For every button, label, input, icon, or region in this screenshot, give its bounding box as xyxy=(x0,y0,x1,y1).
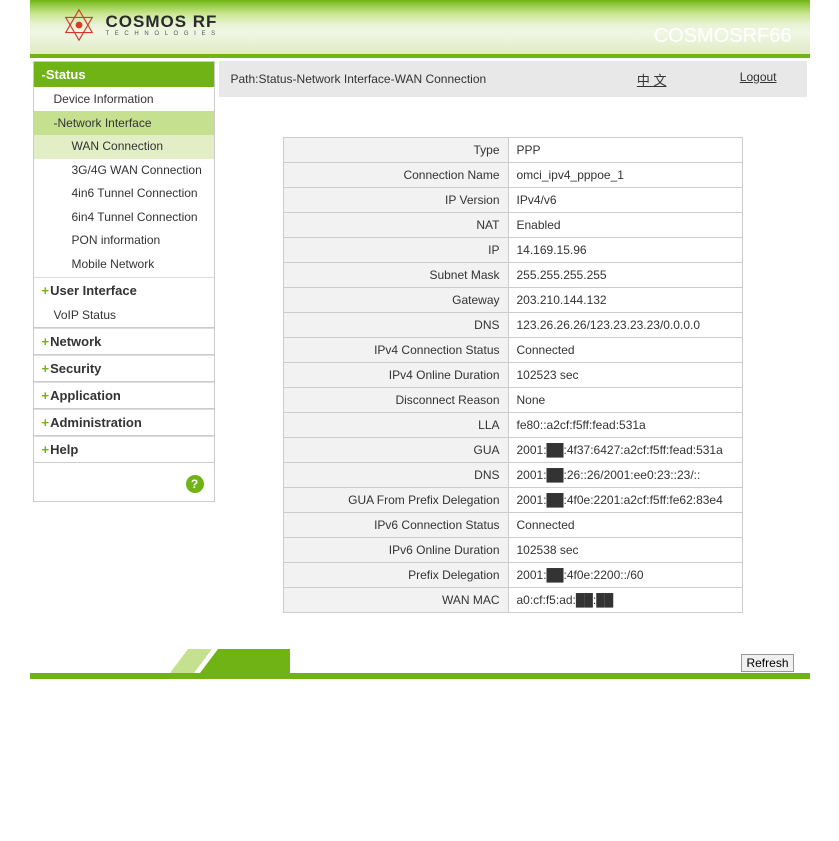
content: Path:Status-Network Interface-WAN Connec… xyxy=(219,61,807,643)
row-label: GUA xyxy=(283,438,508,463)
table-row: IPv4 Online Duration102523 sec xyxy=(283,363,742,388)
row-label: Prefix Delegation xyxy=(283,563,508,588)
table-row: Gateway203.210.144.132 xyxy=(283,288,742,313)
nav-device-information[interactable]: Device Information xyxy=(34,87,214,111)
row-label: NAT xyxy=(283,213,508,238)
table-row: WAN MACa0:cf:f5:ad:██:██ xyxy=(283,588,742,613)
row-value: 2001:██:4f0e:2200::/60 xyxy=(508,563,742,588)
nav-voip-status[interactable]: VoIP Status xyxy=(34,303,214,327)
table-row: DNS123.26.26.26/123.23.23.23/0.0.0.0 xyxy=(283,313,742,338)
row-label: IP Version xyxy=(283,188,508,213)
breadcrumb: Path:Status-Network Interface-WAN Connec… xyxy=(231,72,487,86)
device-model: COSMOSRF66 xyxy=(654,25,792,48)
row-value: 123.26.26.26/123.23.23.23/0.0.0.0 xyxy=(508,313,742,338)
nav-wan-connection[interactable]: WAN Connection xyxy=(34,135,214,159)
table-row: GUA From Prefix Delegation2001:██:4f0e:2… xyxy=(283,488,742,513)
row-label: DNS xyxy=(283,313,508,338)
sidebar: -Status Device Information -Network Inte… xyxy=(33,61,215,643)
row-value: 102523 sec xyxy=(508,363,742,388)
table-row: GUA2001:██:4f37:6427:a2cf:f5ff:fead:531a xyxy=(283,438,742,463)
row-value: omci_ipv4_pppoe_1 xyxy=(508,163,742,188)
row-value: Enabled xyxy=(508,213,742,238)
nav-status[interactable]: -Status xyxy=(34,62,214,87)
table-row: LLAfe80::a2cf:f5ff:fead:531a xyxy=(283,413,742,438)
nav-4in6-tunnel[interactable]: 4in6 Tunnel Connection xyxy=(34,182,214,206)
breadcrumb-bar: Path:Status-Network Interface-WAN Connec… xyxy=(219,61,807,97)
row-label: WAN MAC xyxy=(283,588,508,613)
nav-pon-info[interactable]: PON information xyxy=(34,229,214,253)
table-row: IPv6 Connection StatusConnected xyxy=(283,513,742,538)
row-value: 255.255.255.255 xyxy=(508,263,742,288)
nav-administration[interactable]: +Administration xyxy=(34,409,214,435)
table-row: TypePPP xyxy=(283,138,742,163)
row-value: 14.169.15.96 xyxy=(508,238,742,263)
nav-security[interactable]: +Security xyxy=(34,355,214,381)
row-value: 102538 sec xyxy=(508,538,742,563)
row-label: IPv6 Online Duration xyxy=(283,538,508,563)
help-icon[interactable]: ? xyxy=(186,475,204,493)
table-row: IPv4 Connection StatusConnected xyxy=(283,338,742,363)
nav-network-interface[interactable]: -Network Interface xyxy=(34,111,214,135)
row-value: a0:cf:f5:ad:██:██ xyxy=(508,588,742,613)
row-value: 2001:██:4f0e:2201:a2cf:f5ff:fe62:83e4 xyxy=(508,488,742,513)
row-value: IPv4/v6 xyxy=(508,188,742,213)
header-banner: COSMOS RF T E C H N O L O G I E S COSMOS… xyxy=(30,0,810,58)
logout-link[interactable]: Logout xyxy=(740,70,777,84)
footer-stripe xyxy=(30,649,810,673)
row-label: IPv4 Online Duration xyxy=(283,363,508,388)
row-value: None xyxy=(508,388,742,413)
row-value: 2001:██:4f37:6427:a2cf:f5ff:fead:531a xyxy=(508,438,742,463)
table-row: Disconnect ReasonNone xyxy=(283,388,742,413)
row-value: fe80::a2cf:f5ff:fead:531a xyxy=(508,413,742,438)
row-label: Connection Name xyxy=(283,163,508,188)
row-value: Connected xyxy=(508,513,742,538)
table-row: IP VersionIPv4/v6 xyxy=(283,188,742,213)
table-row: NATEnabled xyxy=(283,213,742,238)
table-row: DNS2001:██:26::26/2001:ee0:23::23/:: xyxy=(283,463,742,488)
row-label: LLA xyxy=(283,413,508,438)
row-label: IPv6 Connection Status xyxy=(283,513,508,538)
row-label: IPv4 Connection Status xyxy=(283,338,508,363)
table-row: Subnet Mask255.255.255.255 xyxy=(283,263,742,288)
logo-icon xyxy=(60,6,98,44)
table-row: Prefix Delegation2001:██:4f0e:2200::/60 xyxy=(283,563,742,588)
row-label: Type xyxy=(283,138,508,163)
row-label: IP xyxy=(283,238,508,263)
table-row: Connection Nameomci_ipv4_pppoe_1 xyxy=(283,163,742,188)
nav-help[interactable]: +Help xyxy=(34,436,214,462)
refresh-button[interactable]: Refresh xyxy=(741,654,793,672)
row-label: DNS xyxy=(283,463,508,488)
brand-tagline: T E C H N O L O G I E S xyxy=(106,31,218,37)
nav-6in4-tunnel[interactable]: 6in4 Tunnel Connection xyxy=(34,206,214,230)
row-value: 2001:██:26::26/2001:ee0:23::23/:: xyxy=(508,463,742,488)
row-label: Subnet Mask xyxy=(283,263,508,288)
nav-network[interactable]: +Network xyxy=(34,328,214,354)
wan-info-table: TypePPPConnection Nameomci_ipv4_pppoe_1I… xyxy=(283,137,743,613)
table-row: IP14.169.15.96 xyxy=(283,238,742,263)
nav-3g4g-wan[interactable]: 3G/4G WAN Connection xyxy=(34,159,214,183)
footer: Refresh xyxy=(30,653,810,679)
language-link[interactable]: 中 文 xyxy=(637,70,667,89)
brand-name: COSMOS RF xyxy=(106,13,218,30)
row-value: PPP xyxy=(508,138,742,163)
row-label: Disconnect Reason xyxy=(283,388,508,413)
row-value: 203.210.144.132 xyxy=(508,288,742,313)
nav-user-interface[interactable]: +User Interface xyxy=(34,277,214,303)
nav-application[interactable]: +Application xyxy=(34,382,214,408)
table-row: IPv6 Online Duration102538 sec xyxy=(283,538,742,563)
brand-logo: COSMOS RF T E C H N O L O G I E S xyxy=(60,6,218,44)
row-label: Gateway xyxy=(283,288,508,313)
row-value: Connected xyxy=(508,338,742,363)
nav-mobile-network[interactable]: Mobile Network xyxy=(34,253,214,277)
row-label: GUA From Prefix Delegation xyxy=(283,488,508,513)
